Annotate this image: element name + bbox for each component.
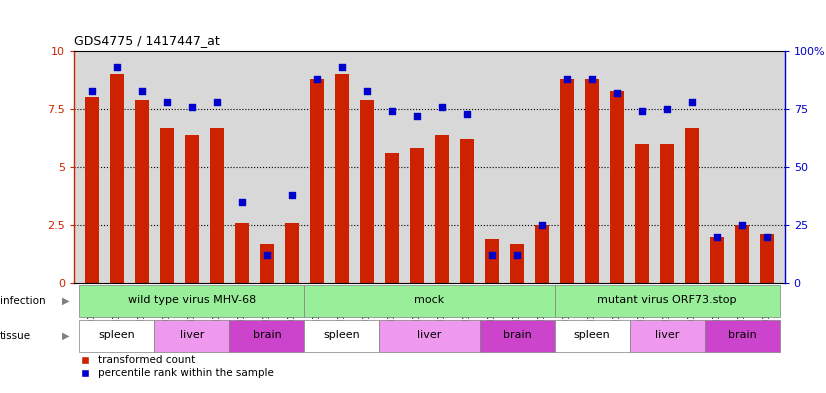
Text: brain: brain [253,330,282,340]
Bar [554,285,780,317]
Bar [154,320,230,352]
Point [411,113,424,119]
Text: GDS4775 / 1417447_at: GDS4775 / 1417447_at [74,34,220,47]
Point [335,64,349,70]
Bar [230,320,305,352]
Point [435,104,449,110]
Point [85,87,98,94]
Point [736,222,749,228]
Text: brain: brain [728,330,757,340]
Bar [635,144,649,283]
Text: mutant virus ORF73.stop: mutant virus ORF73.stop [597,295,737,305]
Legend: transformed count, percentile rank within the sample: transformed count, percentile rank withi… [79,355,274,378]
Point [561,76,574,82]
Bar [79,285,305,317]
Point [535,222,548,228]
Bar [310,79,324,283]
Bar [411,149,424,283]
Point [110,64,123,70]
Point [761,233,774,240]
Text: spleen: spleen [324,330,360,340]
Bar [360,100,374,283]
Point [235,198,249,205]
Text: wild type virus MHV-68: wild type virus MHV-68 [128,295,256,305]
Point [586,76,599,82]
Bar [110,74,124,283]
Point [285,192,298,198]
Point [635,108,648,114]
Text: ▶: ▶ [62,331,69,341]
Bar [535,225,549,283]
Point [360,87,373,94]
Bar [305,320,379,352]
Bar [460,139,474,283]
Point [260,252,273,258]
Point [610,90,624,96]
Bar [435,134,449,283]
Bar [210,128,224,283]
Bar [485,239,499,283]
Bar [260,244,273,283]
Text: infection: infection [0,296,45,306]
Text: liver: liver [417,330,442,340]
Bar [629,320,705,352]
Bar [185,134,199,283]
Point [211,99,224,105]
Bar [135,100,149,283]
Point [160,99,173,105]
Bar [760,234,774,283]
Text: spleen: spleen [98,330,135,340]
Text: brain: brain [503,330,531,340]
Point [710,233,724,240]
Bar [686,128,699,283]
Text: liver: liver [180,330,204,340]
Bar [379,320,480,352]
Point [135,87,149,94]
Bar [335,74,349,283]
Point [460,110,473,117]
Point [510,252,524,258]
Bar [610,90,624,283]
Bar [560,79,574,283]
Point [486,252,499,258]
Bar [705,320,780,352]
Bar [510,244,524,283]
Bar [385,153,399,283]
Point [185,104,198,110]
Bar [586,79,599,283]
Text: tissue: tissue [0,331,31,341]
Point [661,106,674,112]
Bar [85,97,99,283]
Bar [305,285,554,317]
Bar [160,128,173,283]
Text: liver: liver [655,330,679,340]
Point [686,99,699,105]
Point [311,76,324,82]
Bar [285,223,299,283]
Bar [660,144,674,283]
Text: ▶: ▶ [62,296,69,306]
Bar [235,223,249,283]
Point [386,108,399,114]
Bar [79,320,154,352]
Text: mock: mock [415,295,444,305]
Text: spleen: spleen [574,330,610,340]
Bar [480,320,554,352]
Bar [710,237,724,283]
Bar [554,320,629,352]
Bar [735,225,749,283]
